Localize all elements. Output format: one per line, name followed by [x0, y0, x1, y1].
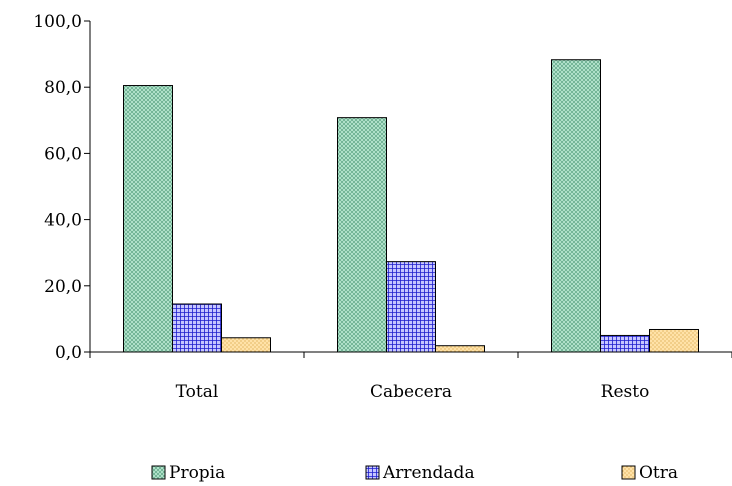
y-tick-label: 60,0: [44, 144, 82, 164]
x-axis: Total Cabecera Resto: [89, 351, 732, 402]
bars: [123, 59, 699, 353]
legend-swatch-otra: [621, 465, 636, 480]
legend-swatch-arrendada: [365, 465, 380, 480]
legend-label-arrendada: Arrendada: [382, 463, 475, 483]
x-tick-label: Resto: [601, 382, 650, 402]
x-tick-label: Total: [176, 382, 219, 402]
bar-otra-cabecera: [435, 345, 485, 353]
y-tick-label: 0,0: [55, 343, 82, 363]
legend-label-otra: Otra: [639, 463, 678, 483]
legend: Propia Arrendada Otra: [151, 463, 678, 483]
bar-propia-resto: [551, 59, 601, 353]
bar-arrendada-resto: [600, 334, 650, 353]
y-axis: 0,0 20,0 40,0 60,0 80,0 100,0: [33, 12, 91, 363]
bar-propia-cabecera: [337, 117, 387, 353]
y-tick-label: 40,0: [44, 211, 82, 231]
x-tick-label: Cabecera: [370, 382, 452, 402]
bar-arrendada-cabecera: [386, 261, 436, 353]
y-tick-label: 20,0: [44, 277, 82, 297]
bar-otra-resto: [649, 328, 699, 353]
bar-otra-total: [221, 337, 271, 353]
bar-propia-total: [123, 85, 173, 353]
bar-arrendada-total: [172, 303, 222, 353]
legend-swatch-propia: [151, 465, 166, 480]
legend-label-propia: Propia: [169, 463, 225, 483]
y-tick-label: 80,0: [44, 78, 82, 98]
y-tick-label: 100,0: [33, 12, 82, 32]
